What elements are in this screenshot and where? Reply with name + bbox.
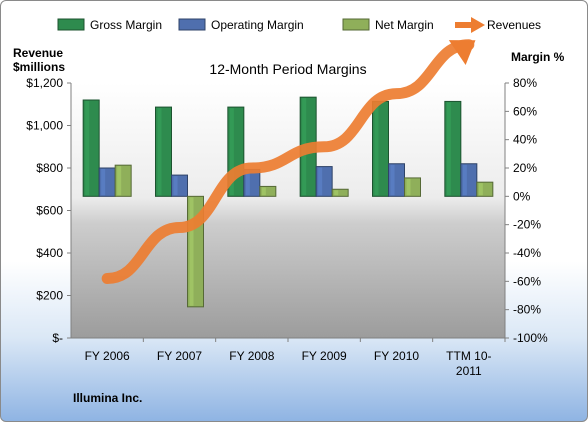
bar-highlight: [390, 164, 395, 196]
x-tick-label-line: TTM 10-: [446, 349, 491, 363]
revenue-line-layer: [101, 39, 476, 284]
legend-swatch: [342, 18, 370, 31]
x-tick-label: TTM 10-2011: [446, 349, 491, 378]
bar-highlight: [406, 178, 411, 196]
y-right-tick-label: 0%: [513, 189, 531, 203]
y-axis-left-label-line: Revenue: [13, 46, 63, 60]
bar-operating-margin: [315, 166, 333, 197]
y-right-tick-label: -20%: [513, 218, 541, 232]
bar-gross-margin: [155, 106, 172, 197]
legend-label: Revenues: [487, 18, 541, 32]
y-left-tick-label: $400: [36, 246, 63, 260]
y-right-tick-label: -40%: [513, 246, 541, 260]
x-tick-label: FY 2007: [157, 349, 202, 363]
x-tick-label-line: FY 2008: [229, 349, 274, 363]
legend-swatch: [57, 18, 85, 31]
x-tick-label-line: FY 2010: [374, 349, 419, 363]
revenue-arrowhead: [448, 40, 476, 66]
bar-highlight: [117, 166, 122, 196]
bar-highlight: [157, 108, 162, 196]
bar-net-margin: [331, 188, 349, 197]
y-left-tick-label: $600: [36, 204, 63, 218]
bar-net-margin: [404, 177, 421, 197]
bar-highlight: [261, 187, 266, 196]
legend-swatch: [178, 18, 206, 31]
y-axis-left-label: Revenue $millions: [13, 46, 65, 74]
bar-highlight: [229, 108, 234, 196]
bar-highlight: [85, 101, 90, 196]
bar-highlight: [462, 164, 467, 196]
bar-highlight: [446, 102, 451, 196]
bar-gross-margin: [444, 100, 462, 197]
y-right-tick-label: 40%: [513, 133, 537, 147]
chart-title: 12-Month Period Margins: [209, 61, 366, 77]
bar-operating-margin: [171, 174, 188, 197]
bar-highlight: [318, 167, 323, 196]
bar-operating-margin: [460, 163, 478, 197]
y-left-tick-label: $1,200: [26, 76, 63, 90]
bar-highlight: [245, 170, 250, 196]
legend: Gross Margin Operating Margin Net Margin Re…: [57, 17, 541, 33]
bar-net-margin: [476, 181, 494, 197]
bars-layer: [82, 96, 494, 308]
x-tick-label-line: 2011: [456, 364, 482, 378]
y-right-tick-label: -100%: [513, 331, 548, 345]
bar-highlight: [374, 102, 379, 196]
x-tick-label: FY 2009: [302, 349, 347, 363]
x-tick-label-line: FY 2007: [157, 349, 202, 363]
y-right-tick-label: 20%: [513, 161, 537, 175]
x-tick-label: FY 2010: [374, 349, 419, 363]
bar-net-margin: [114, 164, 132, 197]
axes-layer: $- $200 $400 $600 $800 $1,000 $1,200 80% 60% 40% 2…: [26, 76, 548, 378]
legend-label: Net Margin: [375, 18, 434, 32]
y-right-tick-label: -80%: [513, 303, 541, 317]
y-right-tick-label: 80%: [513, 76, 537, 90]
x-tick-label-line: FY 2006: [85, 349, 130, 363]
y-axis-left-label-line: $millions: [13, 60, 65, 74]
y-axis-right-label: Margin %: [511, 50, 565, 64]
legend-label: Gross Margin: [90, 18, 162, 32]
y-left-tick-label: $-: [52, 331, 63, 345]
bar-highlight: [334, 190, 339, 196]
bar-highlight: [189, 197, 194, 306]
x-tick-label-line: FY 2009: [302, 349, 347, 363]
y-left-tick-label: $800: [36, 161, 63, 175]
y-left-tick-label: $1,000: [26, 119, 63, 133]
x-tick-label: FY 2006: [85, 349, 130, 363]
x-tick-label: FY 2008: [229, 349, 274, 363]
bar-net-margin: [259, 185, 277, 197]
legend-arrow-swatch: [471, 17, 485, 33]
revenue-line: [101, 39, 475, 284]
y-right-tick-label: -60%: [513, 274, 541, 288]
bar-highlight: [173, 176, 178, 196]
bar-gross-margin: [82, 99, 100, 197]
bar-highlight: [101, 169, 106, 196]
company-name: Illumina Inc.: [73, 391, 142, 405]
bar-highlight: [478, 183, 483, 196]
plot-area: [71, 83, 505, 338]
y-left-tick-label: $200: [36, 289, 63, 303]
y-right-tick-label: 60%: [513, 104, 537, 118]
legend-label: Operating Margin: [211, 18, 304, 32]
